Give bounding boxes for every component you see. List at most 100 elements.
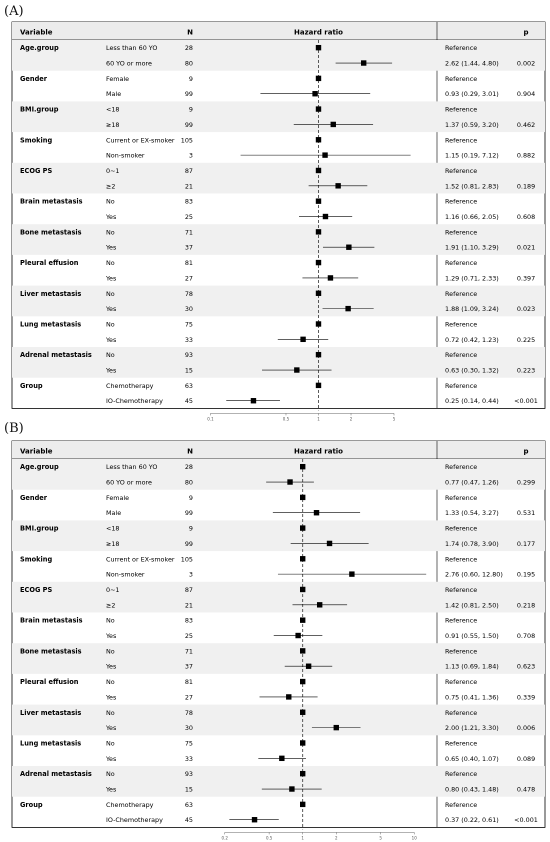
n-value: 99 <box>185 540 193 548</box>
header-n: N <box>187 29 193 37</box>
p-value: 0.195 <box>517 571 535 579</box>
header-hazard-ratio: Hazard ratio <box>294 29 343 37</box>
header-variable: Variable <box>20 29 53 37</box>
n-value: 9 <box>189 75 193 83</box>
level-label: No <box>106 320 115 328</box>
header-n: N <box>187 448 193 456</box>
reference-point <box>300 740 306 746</box>
hr-point <box>289 786 295 792</box>
p-value: 0.225 <box>517 336 535 344</box>
hr-text: 1.91 (1.10, 3.29) <box>445 244 499 252</box>
variable-label: Bone metastasis <box>20 228 82 236</box>
hr-text: 0.25 (0.14, 0.44) <box>445 397 499 405</box>
x-tick-label: 0.5 <box>283 416 290 421</box>
hr-point <box>313 510 320 516</box>
n-value: 83 <box>185 198 193 206</box>
header-band-a <box>12 22 545 40</box>
row-band <box>12 101 545 133</box>
row-band <box>12 162 545 194</box>
reference-point <box>300 801 306 808</box>
hr-point <box>349 571 355 577</box>
n-value: 27 <box>185 274 193 282</box>
hr-point <box>335 183 341 189</box>
n-value: 87 <box>185 586 193 594</box>
row-band <box>12 643 545 674</box>
hr-text: 0.37 (0.22, 0.61) <box>445 816 499 824</box>
p-value: 0.218 <box>517 601 535 609</box>
variable-label: Group <box>20 801 43 809</box>
n-value: 9 <box>189 494 193 502</box>
hr-point <box>287 479 293 485</box>
n-value: 21 <box>185 182 193 190</box>
x-tick-label: 1 <box>301 835 304 840</box>
reference-point <box>300 617 306 623</box>
hr-text: 2.76 (0.60, 12.80) <box>445 571 503 579</box>
level-label: No <box>106 617 115 625</box>
row-band <box>12 347 545 378</box>
row-band <box>12 766 545 797</box>
hr-text: Reference <box>445 136 477 144</box>
p-value: 0.021 <box>517 244 535 252</box>
reference-point <box>315 106 322 112</box>
reference-point <box>315 290 322 296</box>
p-value: 0.904 <box>517 90 535 98</box>
reference-point <box>300 463 306 470</box>
n-value: 99 <box>185 509 193 517</box>
hr-point <box>327 275 334 281</box>
level-label: No <box>106 351 115 359</box>
level-label: Yes <box>105 663 117 671</box>
n-value: 3 <box>189 571 193 579</box>
variable-label: Lung metastasis <box>20 320 81 328</box>
level-label: No <box>106 290 115 298</box>
reference-point <box>300 494 306 501</box>
level-label: ≥18 <box>106 540 120 548</box>
n-value: 37 <box>185 663 193 671</box>
hr-text: Reference <box>445 494 477 502</box>
row-band <box>12 459 545 490</box>
reference-point <box>300 586 306 593</box>
hr-text: Reference <box>445 44 477 52</box>
hr-text: Reference <box>445 351 477 359</box>
reference-point <box>300 556 306 562</box>
header-variable: Variable <box>20 448 53 456</box>
level-label: Female <box>106 494 129 502</box>
variable-label: Pleural effusion <box>20 259 79 267</box>
hr-text: Reference <box>445 678 477 686</box>
hr-point <box>295 632 301 639</box>
level-label: Non-smoker <box>106 152 145 160</box>
level-label: No <box>106 198 115 206</box>
hr-text: 0.72 (0.42, 1.23) <box>445 336 499 344</box>
level-label: Female <box>106 75 129 83</box>
level-label: Male <box>106 509 121 517</box>
hr-point <box>300 336 306 343</box>
level-label: Yes <box>105 244 117 252</box>
hr-point <box>345 305 351 312</box>
level-label: Current or EX-smoker <box>106 136 175 144</box>
level-label: No <box>106 647 115 655</box>
variable-label: Liver metastasis <box>20 290 81 298</box>
hr-point <box>279 755 285 762</box>
reference-point <box>300 525 306 531</box>
row-band <box>12 581 545 613</box>
hr-text: 1.29 (0.71, 2.33) <box>445 274 499 282</box>
hr-point <box>360 60 367 66</box>
n-value: 80 <box>185 479 193 487</box>
reference-point <box>300 648 306 654</box>
header-p: p <box>523 29 528 37</box>
variable-label: Brain metastasis <box>20 617 83 625</box>
n-value: 105 <box>181 136 193 144</box>
hr-text: 1.15 (0.19, 7.12) <box>445 152 499 160</box>
n-value: 15 <box>185 786 193 794</box>
variable-label: Smoking <box>20 136 52 144</box>
hr-text: Reference <box>445 770 477 778</box>
hr-text: Reference <box>445 463 477 471</box>
variable-label: Liver metastasis <box>20 709 81 717</box>
variable-label: Adrenal metastasis <box>20 770 92 778</box>
level-label: Yes <box>105 724 117 732</box>
p-value: 0.339 <box>517 693 535 701</box>
header-band-b <box>12 441 545 459</box>
p-value: 0.882 <box>517 152 535 160</box>
x-tick-label: 2 <box>350 416 353 421</box>
hr-text: 0.93 (0.29, 3.01) <box>445 90 499 98</box>
